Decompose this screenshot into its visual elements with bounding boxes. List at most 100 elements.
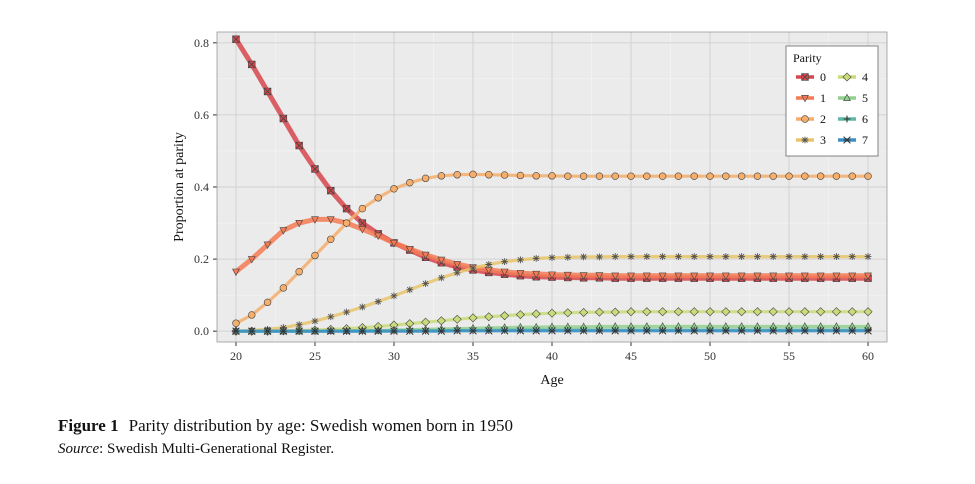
legend-key-marker [801, 136, 809, 144]
series-4-point [800, 307, 810, 317]
legend-item-0: 0 [796, 70, 826, 84]
series-2-point [769, 172, 777, 180]
x-tick-label: 20 [230, 349, 242, 363]
series-4-point [515, 310, 525, 320]
y-tick-label: 0.6 [194, 108, 209, 122]
series-3-point [548, 254, 556, 262]
series-2-point [548, 172, 556, 180]
series-1-point [595, 272, 604, 280]
series-7-point [327, 327, 335, 335]
series-0-point [279, 114, 288, 123]
legend-key-marker [842, 72, 852, 82]
series-2-point [295, 268, 303, 276]
series-4-point [642, 307, 652, 317]
series-4-point [816, 307, 826, 317]
series-1-point [800, 272, 809, 281]
series-2-point [832, 172, 841, 180]
series-4-point [484, 312, 494, 322]
series-1-point [753, 272, 762, 281]
series-3-point [422, 280, 429, 288]
series-7-point [722, 327, 730, 335]
series-2-point [279, 284, 288, 292]
series-0-point [232, 35, 240, 43]
series-7-point [342, 327, 351, 335]
series-7-point [816, 327, 825, 335]
series-1-point [706, 272, 714, 281]
legend-key-marker [843, 93, 851, 102]
legend-key-marker [843, 136, 851, 144]
legend-item-2: 2 [796, 112, 826, 126]
series-3-point [295, 321, 303, 329]
series-2-point [358, 204, 367, 213]
series-0-point [295, 141, 303, 150]
series-3 [232, 253, 872, 335]
series-2-point [722, 172, 730, 180]
series-0-point [263, 87, 272, 96]
series-7-point [864, 327, 872, 335]
series-7-point [579, 327, 588, 335]
series-2-point [437, 172, 446, 180]
series-1-point [658, 272, 667, 281]
series-1-point [548, 271, 556, 279]
series-2-point [390, 185, 398, 193]
legend-key-marker [843, 115, 851, 123]
series-2-point [532, 172, 540, 180]
series-3-point [754, 253, 761, 260]
y-tick-label: 0.2 [194, 252, 209, 266]
x-tick-label: 50 [704, 349, 716, 363]
figure-source: Source: Swedish Multi-Generational Regis… [58, 441, 334, 458]
series-1-point [563, 271, 572, 280]
series-1-point [674, 272, 683, 281]
series-2-point [706, 172, 714, 180]
series-4-point [737, 307, 747, 317]
series-3-point [327, 313, 335, 321]
series-2-point [453, 171, 461, 179]
series-7-point [516, 327, 525, 335]
series-2-point [311, 251, 319, 260]
series-1-point [816, 272, 825, 281]
series-7-point [500, 327, 509, 335]
series-7-point [832, 327, 841, 335]
series-4-point [752, 307, 762, 317]
series-2-point [627, 172, 635, 180]
series-1-point [247, 256, 256, 264]
series-7-point [564, 327, 572, 335]
series-1 [232, 216, 872, 281]
series-2-point [848, 172, 856, 180]
series-0-point [358, 219, 367, 227]
series-4-point [689, 307, 699, 317]
series-7-point [374, 327, 382, 335]
figure-caption: Figure 1 Parity distribution by age: Swed… [58, 416, 513, 436]
series-3-point [485, 261, 493, 268]
legend-item-6: 6 [838, 112, 868, 126]
series-2-point [753, 172, 762, 180]
x-tick-label: 60 [862, 349, 874, 363]
series-4-point [673, 307, 683, 317]
x-tick-label: 35 [467, 349, 479, 363]
x-tick-label: 40 [546, 349, 558, 363]
series-1-point [516, 270, 525, 278]
series-3-point [516, 256, 524, 264]
series-2-point [232, 319, 240, 327]
series-7-point [453, 327, 461, 335]
legend-item-label: 1 [820, 91, 826, 105]
series-4-point [610, 307, 620, 317]
series-7-point [548, 327, 556, 335]
series-1-point [374, 232, 383, 241]
series-1-point [532, 270, 541, 279]
series-3-point [722, 253, 730, 260]
y-axis-label: Proportion at parity [172, 132, 187, 242]
series-2-point [801, 172, 809, 180]
series-1-point [864, 272, 872, 281]
legend-item-7: 7 [838, 133, 868, 147]
parity-chart: 20 25 30 35 40 45 50 55 600.00.20.40.60.8 Age Pr… [172, 31, 888, 388]
series-7-point [295, 327, 303, 335]
legend-item-1: 1 [796, 91, 826, 105]
series-3-point [738, 253, 746, 260]
series-1-point [690, 272, 699, 281]
series-7 [232, 327, 872, 335]
series-1-point [279, 227, 288, 235]
legend-item-label: 3 [820, 133, 826, 147]
legend-item-3: 3 [796, 133, 826, 147]
series-3-point [864, 253, 872, 260]
